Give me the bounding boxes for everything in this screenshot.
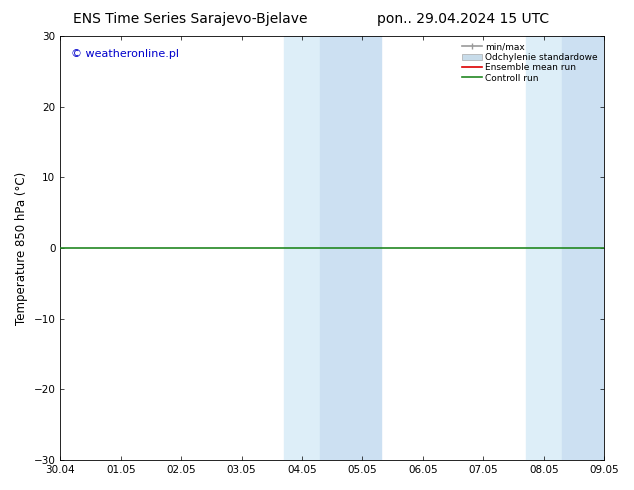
Legend: min/max, Odchylenie standardowe, Ensemble mean run, Controll run: min/max, Odchylenie standardowe, Ensembl… [460, 41, 600, 84]
Bar [526, 36, 562, 460]
Bar [284, 36, 320, 460]
Text: pon.. 29.04.2024 15 UTC: pon.. 29.04.2024 15 UTC [377, 12, 549, 26]
Text: © weatheronline.pl: © weatheronline.pl [71, 49, 179, 59]
Bar [562, 36, 616, 460]
Y-axis label: Temperature 850 hPa (°C): Temperature 850 hPa (°C) [15, 172, 28, 325]
Bar [320, 36, 380, 460]
Text: ENS Time Series Sarajevo-Bjelave: ENS Time Series Sarajevo-Bjelave [73, 12, 307, 26]
